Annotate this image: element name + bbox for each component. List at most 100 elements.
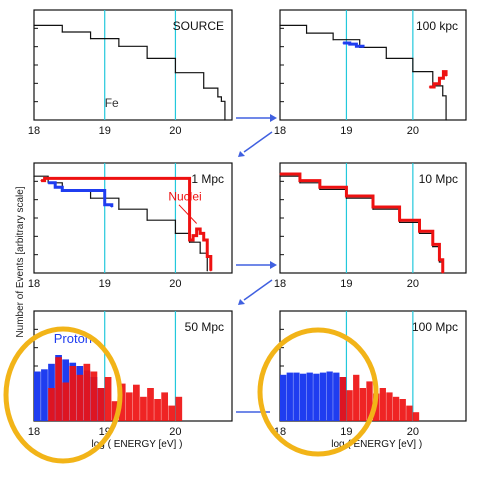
x-tick-label: 18 [28,278,40,290]
total-point [332,39,334,41]
nuclei-point [210,270,212,272]
nuclei-bar [359,388,367,421]
nuclei-bar [97,388,105,421]
total-point [188,241,191,243]
nuclei-bar [392,396,400,421]
panel-title: SOURCE [173,19,224,33]
nuclei-bar [168,405,176,421]
panel-4: 10 Mpc 18 19 20 [274,162,467,290]
proton-series-line [343,41,365,48]
x-axis-label: log ( ENERGY [eV] ) [331,439,422,450]
nuclei-bar [412,412,420,421]
nuclei-point [40,180,42,182]
plot-frame [279,9,467,121]
plot-frame [33,9,233,121]
total-point [442,95,444,97]
annotation-label: Fe [105,96,119,110]
total-point [33,24,35,26]
nuclei-pointer-line [178,204,198,224]
total-point [305,32,308,34]
total-point [299,182,301,184]
total-point [33,175,35,177]
proton-bar [333,372,340,421]
nuclei-point [192,235,194,237]
proton-point [54,186,56,188]
nuclei-bar [366,381,373,421]
nuclei-bar [104,377,112,421]
nuclei-bar [386,392,393,421]
nuclei-bar [379,388,386,421]
proton-bar [34,371,41,421]
highlight-circle-right [257,327,379,457]
total-point [206,270,208,272]
x-tick-label: 18 [274,125,286,137]
total-series-line [34,24,226,120]
arrow-10mpc-to-50mpc [243,279,273,301]
nuclei-point [428,86,431,88]
total-point [174,72,177,74]
arrow-head [270,114,277,122]
chart-panels: SOURCE 18 19 20 Fe 100 kpc 18 19 20 1 Mpc 18 19 20 Nu… [28,9,467,450]
nuclei-point [206,255,208,258]
proton-bar [299,373,307,421]
nuclei-point [433,83,435,85]
total-point [203,87,205,89]
nuclei-point [442,71,445,73]
total-point [217,96,219,98]
proton-point [61,189,63,192]
x-tick-label: 19 [99,125,111,137]
proton-bar [306,372,313,421]
panel-3: 1 Mpc 18 19 20 Nuclei [28,162,233,290]
proton-bar [41,369,48,421]
proton-bar [319,372,327,421]
nuclei-point [445,75,447,77]
nuclei-bar [69,366,77,421]
proton-point [342,42,344,44]
nuclei-point [398,219,401,221]
nuclei-bar [161,392,169,421]
nuclei-point [345,195,348,197]
total-point [174,232,177,234]
nuclei-point [188,239,191,241]
nuclei-bar [339,377,347,421]
x-tick-label: 18 [274,278,286,290]
nuclei-bar [111,401,119,421]
nuclei-bar [346,390,353,421]
total-point [61,31,63,33]
nuclei-series-line [280,172,445,273]
nuclei-bar [90,371,98,421]
proton-point [47,182,49,184]
total-point [224,119,226,121]
total-point [146,57,148,60]
proton-bar [313,373,320,421]
nuclei-bar [133,384,140,421]
nuclei-point [319,186,321,188]
nuclei-bar [83,363,91,421]
nuclei-bar [125,392,133,421]
nuclei-bar [76,374,84,421]
proton-point [104,204,106,206]
total-point [118,45,120,47]
nuclei-point [299,180,301,182]
nuclei-point [199,232,201,234]
nuclei-point [432,243,434,245]
nuclei-point [196,228,198,230]
panel-title: 10 Mpc [419,172,458,186]
panel-title: 1 Mpc [191,172,224,186]
x-tick-label: 19 [99,278,111,290]
x-tick-label: 20 [169,125,181,137]
total-point [438,261,441,263]
arrow-100kpc-to-1mpc [243,131,273,153]
x-tick-label: 19 [340,278,352,290]
arrow-head [238,299,245,305]
total-point [445,119,447,121]
nuclei-point [418,230,421,232]
total-point [279,175,281,177]
total-point [199,252,201,254]
nuclei-bar [118,383,126,421]
nuclei-point [279,173,281,175]
nuclei-bar [175,396,183,421]
total-series-line [34,175,208,271]
proton-point [355,45,357,47]
